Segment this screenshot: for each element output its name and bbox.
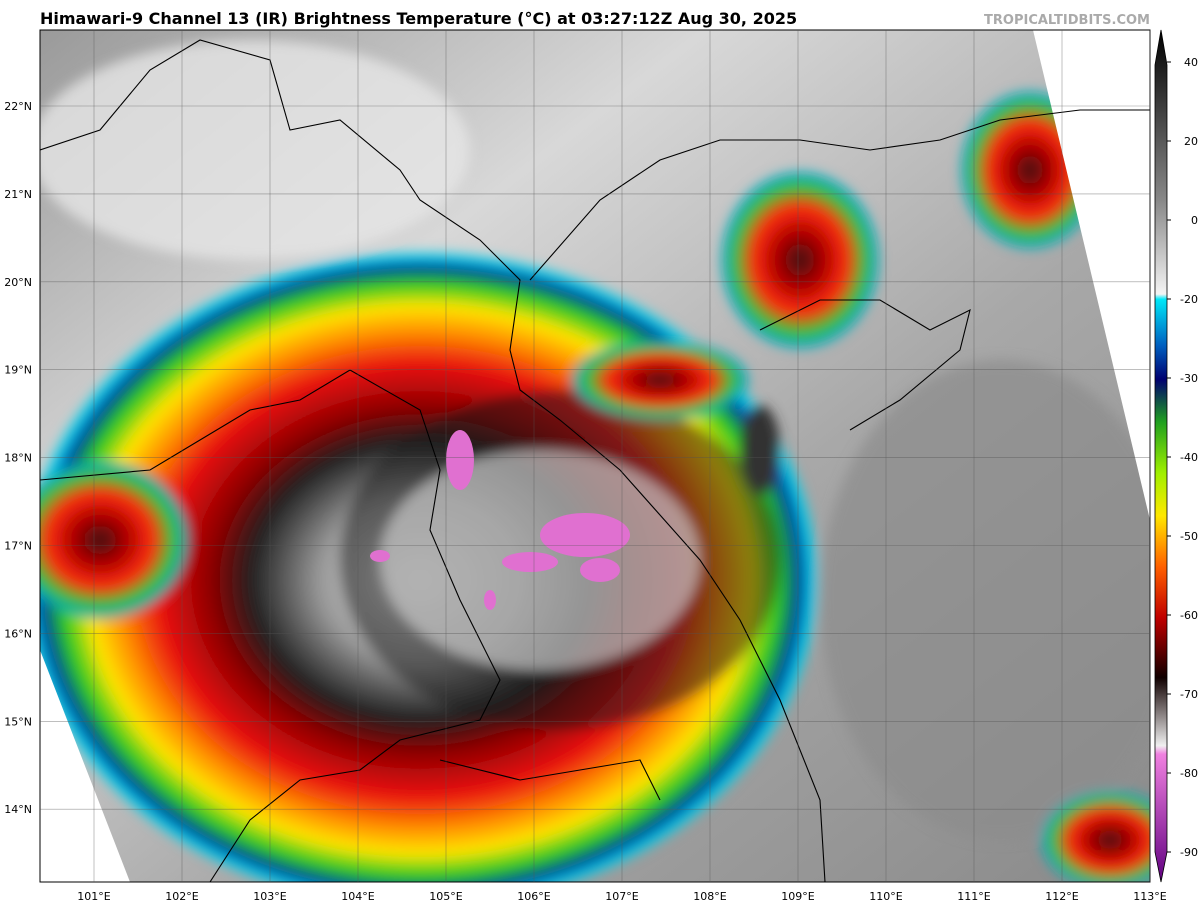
latitude-label: 16°N	[4, 627, 32, 640]
colorbar-label: -20	[1180, 293, 1198, 306]
longitude-label: 106°E	[517, 890, 550, 903]
colorbar	[1154, 29, 1168, 883]
colorbar-label: 40	[1184, 56, 1198, 69]
longitude-label: 110°E	[869, 890, 902, 903]
latitude-label: 21°N	[4, 188, 32, 201]
latitude-label: 14°N	[4, 803, 32, 816]
colorbar-ticks: 40 20 0 -20 -30 -40 -50 -60 -70 -80 -90	[1167, 56, 1198, 859]
title: Himawari-9 Channel 13 (IR) Brightness Te…	[40, 9, 797, 28]
longitude-label: 105°E	[429, 890, 462, 903]
longitude-label: 112°E	[1045, 890, 1078, 903]
colorbar-label: -60	[1180, 609, 1198, 622]
colorbar-label: 20	[1184, 135, 1198, 148]
latitude-label: 18°N	[4, 452, 32, 465]
colorbar-label: -50	[1180, 530, 1198, 543]
latitude-label: 19°N	[4, 364, 32, 377]
longitude-label: 108°E	[693, 890, 726, 903]
latitude-label: 22°N	[4, 100, 32, 113]
longitude-label: 113°E	[1133, 890, 1166, 903]
colorbar-label: -90	[1180, 846, 1198, 859]
colorbar-label: -70	[1180, 688, 1198, 701]
longitude-label: 109°E	[781, 890, 814, 903]
colorbar-label: -30	[1180, 372, 1198, 385]
colorbar-label: 0	[1191, 214, 1198, 227]
latitude-label: 17°N	[4, 540, 32, 553]
colorbar-label: -40	[1180, 451, 1198, 464]
latitude-label: 15°N	[4, 715, 32, 728]
graticule	[40, 30, 1151, 882]
latitude-label: 20°N	[4, 276, 32, 289]
credit: TROPICALTIDBITS.COM	[984, 13, 1150, 28]
longitude-label: 101°E	[77, 890, 110, 903]
longitude-label: 104°E	[341, 890, 374, 903]
longitude-label: 103°E	[253, 890, 286, 903]
colorbar-label: -80	[1180, 767, 1198, 780]
longitude-label: 107°E	[605, 890, 638, 903]
longitude-label: 102°E	[165, 890, 198, 903]
longitude-label: 111°E	[957, 890, 990, 903]
imagery	[40, 30, 1150, 882]
axis-labels: 22°N 21°N 20°N 19°N 18°N 17°N 16°N 15°N 14°N 101°…	[4, 100, 1167, 903]
